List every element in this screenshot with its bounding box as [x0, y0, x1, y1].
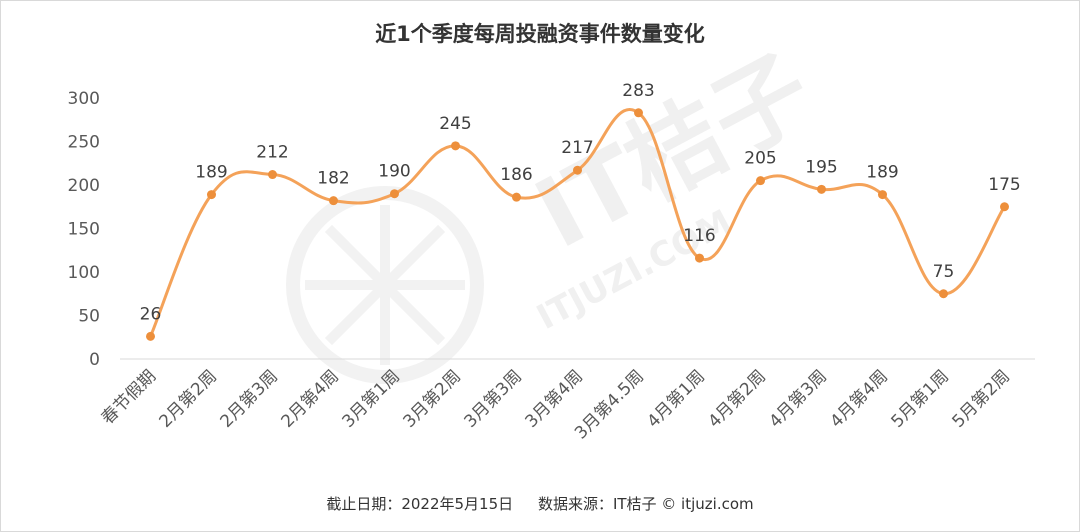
data-label: 212 — [256, 143, 288, 163]
data-point — [634, 108, 643, 118]
data-point — [207, 190, 216, 200]
data-label: 26 — [140, 304, 162, 324]
data-point — [939, 289, 948, 299]
data-labels: 26 189 212 182 190 245 186 217 283 116 205 195 189 75… — [140, 81, 1021, 325]
x-tick-label: 5月第1周 — [888, 366, 954, 432]
y-axis-ticks: 0 50 100 150 200 250 300 — [68, 89, 100, 370]
data-label: 205 — [744, 149, 776, 169]
watermark-spoke — [381, 224, 446, 289]
x-tick-label: 2月第2周 — [156, 366, 222, 432]
data-label: 189 — [195, 163, 227, 183]
footer-source: 数据来源：IT桔子 © itjuzi.com — [537, 495, 754, 513]
data-label: 186 — [500, 165, 532, 185]
data-point — [756, 176, 765, 186]
data-point — [390, 189, 399, 199]
data-point — [451, 141, 460, 151]
data-label: 175 — [988, 175, 1020, 195]
data-point — [878, 190, 887, 200]
data-point — [268, 170, 277, 180]
watermark-spoke — [324, 224, 389, 289]
data-label: 189 — [866, 163, 898, 183]
y-tick-label: 250 — [68, 133, 100, 153]
y-tick-label: 300 — [68, 89, 100, 109]
y-tick-label: 100 — [68, 263, 100, 283]
y-tick-label: 200 — [68, 176, 100, 196]
data-point — [573, 165, 582, 175]
data-point — [146, 331, 155, 341]
data-point — [1000, 202, 1009, 212]
footer: 截止日期：2022年5月15日 数据来源：IT桔子 © itjuzi.com — [0, 493, 1080, 514]
data-label: 182 — [317, 169, 349, 189]
x-tick-label: 3月第3周 — [461, 366, 527, 432]
x-tick-label: 2月第4周 — [278, 366, 344, 432]
x-tick-label: 5月第2周 — [949, 366, 1015, 432]
data-label: 245 — [439, 114, 471, 134]
data-point — [512, 192, 521, 202]
chart-title: 近1个季度每周投融资事件数量变化 — [375, 22, 705, 46]
y-tick-label: 0 — [89, 350, 100, 370]
x-tick-label: 4月第4周 — [827, 366, 893, 432]
data-point — [695, 253, 704, 263]
x-tick-label: 春节假期 — [98, 366, 160, 428]
footer-date: 截止日期：2022年5月15日 — [326, 495, 514, 513]
data-points — [146, 108, 1009, 341]
data-label: 217 — [561, 138, 593, 158]
data-label: 195 — [805, 157, 837, 177]
watermark-spoke — [324, 281, 389, 346]
watermark-logo: IT桔子 ITJUZI.COM — [286, 34, 830, 384]
data-point — [817, 184, 826, 194]
data-label: 116 — [683, 226, 715, 246]
data-point — [329, 196, 338, 206]
data-label: 190 — [378, 162, 410, 182]
watermark-spoke — [381, 281, 446, 346]
x-tick-label: 4月第1周 — [644, 366, 710, 432]
data-label: 75 — [933, 262, 955, 282]
x-tick-label: 2月第3周 — [217, 366, 283, 432]
data-label: 283 — [622, 81, 654, 101]
x-tick-label: 4月第2周 — [705, 366, 771, 432]
y-tick-label: 150 — [68, 220, 100, 240]
y-tick-label: 50 — [78, 307, 100, 327]
x-axis-ticks: 春节假期2月第2周2月第3周2月第4周3月第1周3月第2周3月第3周3月第4周3… — [98, 366, 1014, 443]
x-tick-label: 4月第3周 — [766, 366, 832, 432]
